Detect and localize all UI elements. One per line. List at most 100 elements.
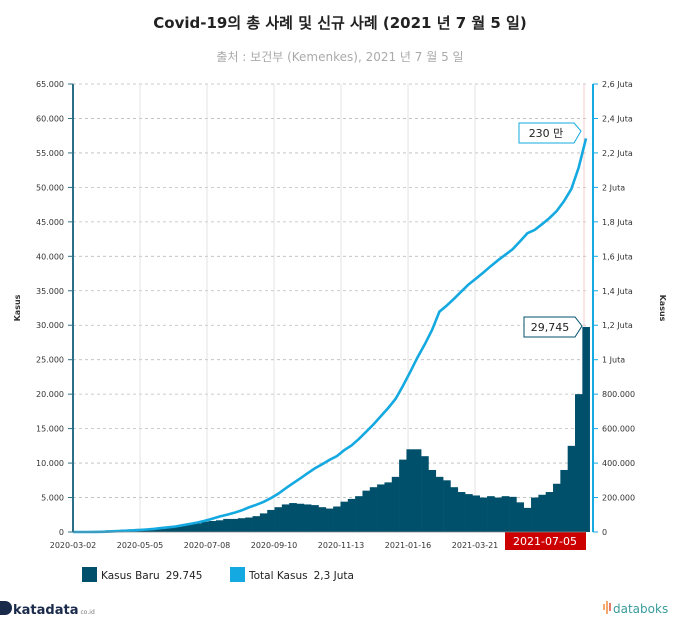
axes: 0 5.000 10.000 15.000 20.000 25.000 30.000 35.0… bbox=[36, 80, 635, 550]
y-left-tick-label: 40.000 bbox=[36, 252, 64, 261]
legend-value-total-kasus: 2,3 Juta bbox=[314, 570, 354, 582]
y-right-tick-label: 1,2 Juta bbox=[602, 321, 633, 330]
legend-item-kasus-baru: Kasus Baru 29.745 bbox=[82, 567, 202, 582]
bar-kasus-baru bbox=[406, 449, 415, 532]
bar-kasus-baru bbox=[340, 501, 349, 532]
bar-kasus-baru bbox=[223, 518, 231, 532]
y-left-tick-label: 35.000 bbox=[36, 287, 64, 296]
legend: Kasus Baru 29.745 Total Kasus 2,3 Juta bbox=[82, 567, 354, 582]
bar-kasus-baru bbox=[501, 496, 510, 532]
bar-kasus-baru bbox=[355, 496, 363, 532]
legend-value-kasus-baru: 29.745 bbox=[166, 570, 203, 582]
y-right-tick-label: 0 bbox=[602, 528, 607, 537]
bar-kasus-baru bbox=[567, 445, 576, 532]
bar-kasus-baru bbox=[428, 469, 437, 532]
y-right-label: Kasus bbox=[658, 295, 667, 322]
bar-kasus-baru bbox=[487, 496, 495, 532]
databoks-logo: databoks bbox=[603, 601, 668, 616]
bar-kasus-baru bbox=[274, 507, 283, 532]
bar-kasus-baru bbox=[494, 497, 503, 532]
bar-kasus-baru bbox=[230, 518, 239, 532]
x-tick-label: 2020-09-10 bbox=[251, 541, 298, 550]
bar-kasus-baru bbox=[582, 326, 590, 532]
bar-kasus-baru bbox=[179, 524, 187, 532]
legend-item-total-kasus: Total Kasus 2,3 Juta bbox=[230, 567, 354, 582]
bar-kasus-baru bbox=[538, 494, 546, 532]
bar-kasus-baru bbox=[245, 517, 253, 532]
x-tick-label: 2020-05-05 bbox=[117, 541, 164, 550]
bar-kasus-baru bbox=[325, 508, 334, 532]
databoks-logo-text: databoks bbox=[613, 602, 668, 616]
y-left-tick-label: 55.000 bbox=[36, 149, 64, 158]
bar-kasus-baru bbox=[289, 503, 297, 532]
bar-kasus-baru bbox=[553, 483, 561, 532]
bar-kasus-baru bbox=[516, 502, 525, 532]
y-left-tick-label: 65.000 bbox=[36, 80, 64, 89]
bar-kasus-baru bbox=[545, 492, 554, 532]
databoks-logo-icon bbox=[603, 601, 611, 614]
x-tick-label: 2020-07-08 bbox=[184, 541, 231, 550]
total-annotation-text: 230 만 bbox=[529, 127, 564, 140]
total-annotation-box bbox=[518, 122, 582, 144]
x-tick-label: 2020-03-02 bbox=[50, 541, 97, 550]
bar-kasus-baru bbox=[457, 492, 466, 532]
bar-kasus-baru bbox=[318, 507, 327, 532]
bar-kasus-baru bbox=[347, 498, 356, 532]
total-annotation: 230 만 bbox=[518, 122, 582, 144]
bar-kasus-baru bbox=[377, 484, 385, 532]
y-right-tick-label: 1,6 Juta bbox=[602, 252, 633, 261]
y-left-tick-label: 15.000 bbox=[36, 425, 64, 434]
bar-kasus-baru bbox=[208, 520, 217, 532]
y-right-tick-label: 2,4 Juta bbox=[602, 114, 633, 123]
x-tick-label: 2020-11-13 bbox=[318, 541, 365, 550]
y-right-tick-label: 2 Juta bbox=[602, 183, 625, 192]
bar-kasus-baru bbox=[575, 394, 583, 532]
y-left-tick-label: 25.000 bbox=[36, 356, 64, 365]
bar-kasus-baru bbox=[384, 482, 393, 532]
bar-kasus-baru bbox=[303, 504, 312, 532]
y-left-tick-label: 45.000 bbox=[36, 218, 64, 227]
bar-kasus-baru bbox=[450, 487, 459, 532]
bar-kasus-baru bbox=[333, 506, 341, 532]
y-right-tick-label: 600.000 bbox=[602, 425, 635, 434]
bar-kasus-baru bbox=[237, 518, 246, 532]
bar-kasus-baru bbox=[413, 449, 422, 532]
chart-subtitle: 출처 : 보건부 (Kemenkes), 2021 년 7 월 5 일 bbox=[216, 50, 463, 64]
bar-kasus-baru bbox=[267, 509, 275, 532]
y-right-tick-label: 1,8 Juta bbox=[602, 218, 633, 227]
y-right-tick-label: 1 Juta bbox=[602, 356, 625, 365]
bar-kasus-baru bbox=[193, 523, 202, 532]
x-tick-label: 2021-03-21 bbox=[452, 541, 499, 550]
bar-kasus-baru bbox=[215, 520, 224, 532]
bar-kasus-baru bbox=[472, 495, 481, 532]
x-tick-label-highlight: 2021-07-05 bbox=[513, 535, 577, 548]
y-right-tick-label: 200.000 bbox=[602, 494, 635, 503]
bar-kasus-baru bbox=[296, 503, 305, 532]
legend-swatch-total-kasus bbox=[230, 567, 245, 582]
bar-kasus-baru bbox=[421, 456, 429, 532]
y-left-tick-label: 60.000 bbox=[36, 114, 64, 123]
bar-kasus-baru bbox=[362, 490, 371, 532]
katadata-logo-text: katadata bbox=[13, 603, 78, 618]
bar-kasus-baru bbox=[523, 507, 532, 532]
bar-kasus-baru bbox=[435, 476, 444, 532]
bar-kasus-baru bbox=[186, 524, 195, 532]
y-left-tick-label: 0 bbox=[59, 528, 64, 537]
bar-kasus-baru bbox=[399, 459, 407, 532]
new-annotation: 29,745 bbox=[523, 316, 583, 338]
bar-kasus-baru bbox=[369, 487, 378, 532]
bar-kasus-baru bbox=[259, 513, 268, 532]
bar-kasus-baru bbox=[171, 525, 180, 532]
line-total-kasus bbox=[73, 138, 588, 534]
y-right-tick-label: 2,6 Juta bbox=[602, 80, 633, 89]
bar-kasus-baru bbox=[252, 516, 261, 532]
bars-kasus-baru bbox=[69, 326, 590, 532]
y-left-tick-label: 20.000 bbox=[36, 390, 64, 399]
x-tick-label: 2021-01-16 bbox=[385, 541, 432, 550]
y-right-tick-label: 2,2 Juta bbox=[602, 149, 633, 158]
highlight-date-box bbox=[505, 532, 586, 550]
y-left-tick-label: 50.000 bbox=[36, 183, 64, 192]
y-left-label: Kasus bbox=[13, 294, 22, 321]
bar-kasus-baru bbox=[443, 480, 451, 532]
